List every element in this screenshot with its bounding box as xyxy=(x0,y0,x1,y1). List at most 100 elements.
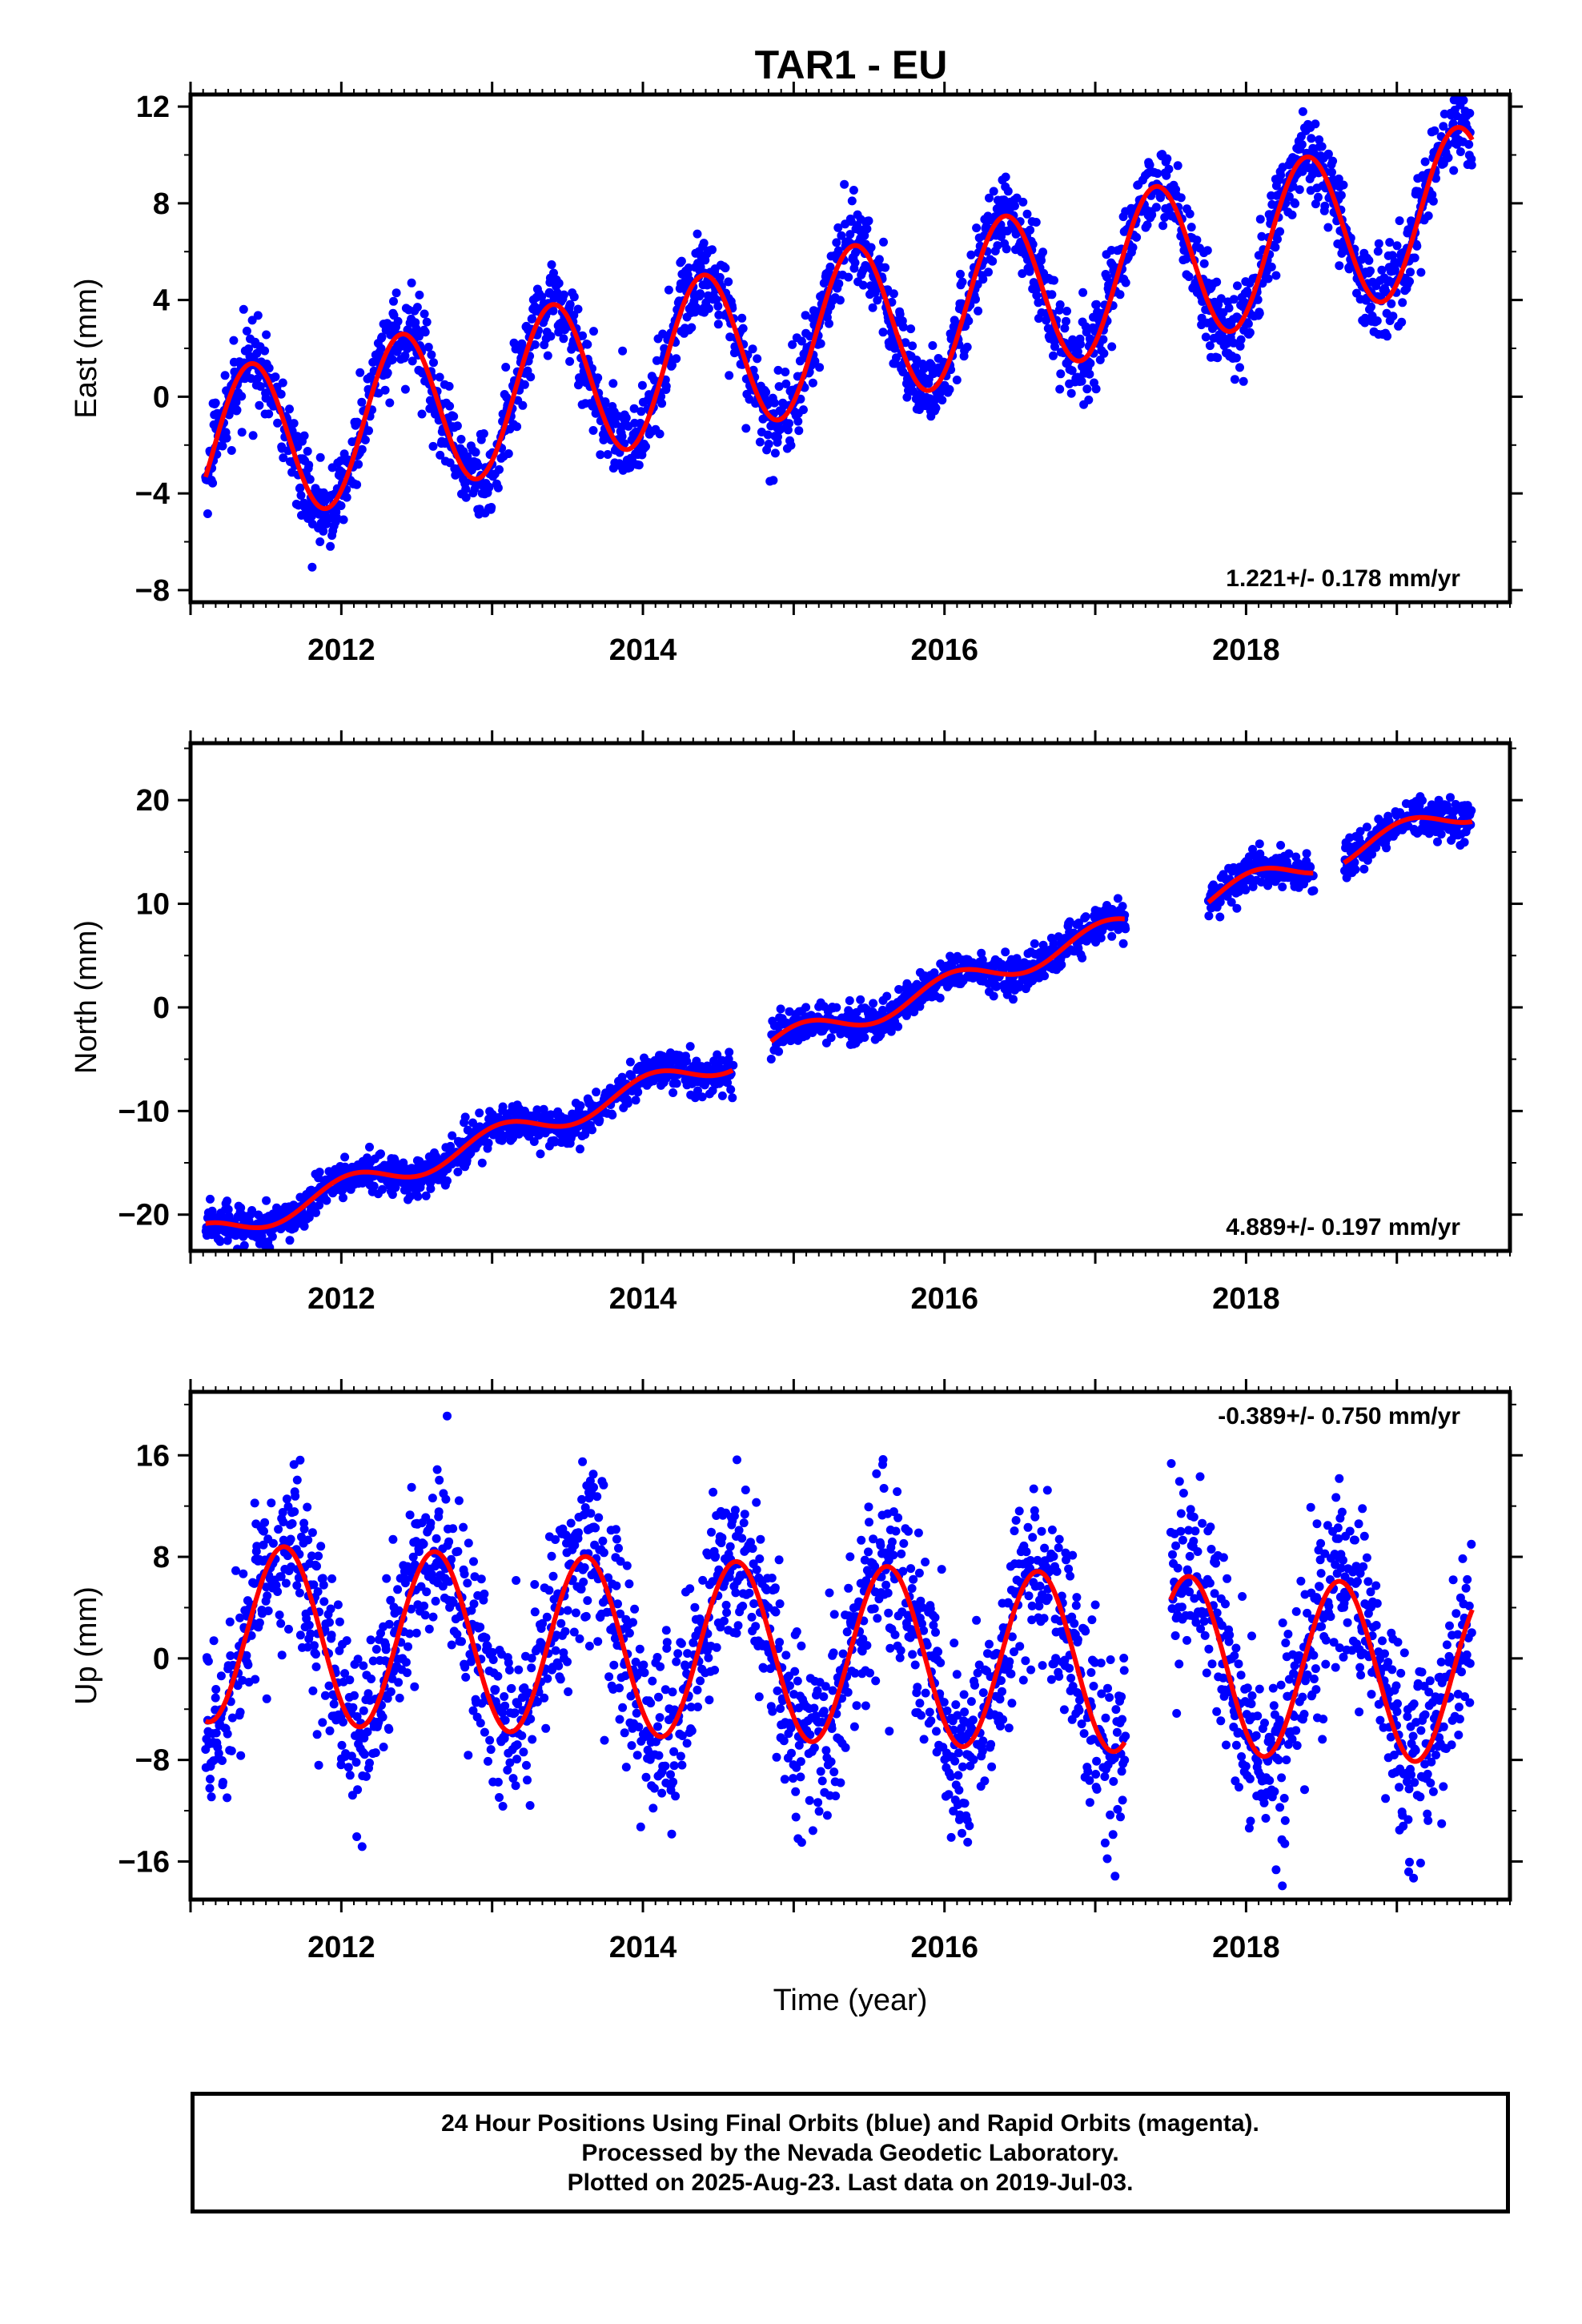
data-point xyxy=(833,223,843,232)
data-point xyxy=(989,187,998,196)
data-point xyxy=(565,356,575,366)
data-point xyxy=(285,1236,295,1245)
data-point xyxy=(1367,302,1375,312)
data-point xyxy=(717,1091,727,1100)
data-point xyxy=(1040,971,1050,981)
data-point xyxy=(935,993,945,1003)
data-point xyxy=(461,493,471,502)
data-point xyxy=(1091,384,1101,394)
data-point xyxy=(207,1792,216,1802)
data-point xyxy=(808,378,817,388)
data-point xyxy=(728,1093,737,1103)
data-point xyxy=(352,480,362,489)
data-point xyxy=(253,311,263,320)
data-point xyxy=(1406,267,1415,277)
data-point xyxy=(908,341,917,351)
data-point xyxy=(549,268,558,278)
data-point xyxy=(1276,171,1286,180)
data-point xyxy=(1199,259,1209,268)
data-point xyxy=(668,360,677,370)
data-point xyxy=(1185,209,1195,219)
y-tick-label: 0 xyxy=(153,380,170,414)
data-point xyxy=(797,336,806,346)
data-point xyxy=(223,1793,232,1803)
data-point xyxy=(354,460,363,469)
data-point xyxy=(413,1192,423,1201)
data-point xyxy=(426,1184,436,1193)
data-point xyxy=(672,354,681,364)
data-point xyxy=(693,229,702,239)
data-point xyxy=(724,277,733,287)
data-point xyxy=(893,1022,903,1031)
data-point xyxy=(656,392,666,401)
data-point xyxy=(1298,107,1307,116)
data-point xyxy=(781,368,790,376)
data-point xyxy=(239,1569,248,1578)
data-point xyxy=(844,272,853,282)
data-point xyxy=(1460,838,1469,847)
data-point xyxy=(408,356,417,366)
data-point xyxy=(1397,317,1407,327)
data-point xyxy=(250,1498,259,1508)
data-point xyxy=(1395,216,1404,226)
data-point xyxy=(319,526,328,536)
data-point xyxy=(840,179,849,189)
data-point xyxy=(1078,953,1087,963)
data-point xyxy=(227,446,236,455)
data-point xyxy=(1018,197,1028,207)
data-point xyxy=(985,193,994,203)
data-point xyxy=(1055,300,1065,309)
data-point xyxy=(374,388,383,398)
data-point xyxy=(407,278,416,287)
data-point xyxy=(311,1208,320,1217)
data-point xyxy=(453,1167,463,1176)
data-point xyxy=(901,338,910,348)
y-tick-label: 0 xyxy=(153,991,170,1025)
data-point xyxy=(1374,239,1383,248)
data-point xyxy=(477,1158,487,1168)
data-point xyxy=(1201,332,1211,342)
data-point xyxy=(588,426,598,435)
data-point xyxy=(376,344,386,353)
data-point xyxy=(1464,139,1474,149)
data-point xyxy=(971,295,980,304)
data-point xyxy=(864,216,873,226)
data-point xyxy=(355,368,365,377)
data-point xyxy=(255,382,265,391)
data-point xyxy=(984,267,993,277)
data-point xyxy=(919,364,929,373)
panel-east: −8 −4 0 4 8 12 2012 2014 2016 2018 East (mm) 1.221+… xyxy=(70,82,1523,667)
data-point xyxy=(1328,156,1338,166)
data-point xyxy=(428,441,438,451)
data-point xyxy=(391,288,401,298)
data-point xyxy=(815,363,825,372)
data-point xyxy=(1203,246,1212,255)
data-point xyxy=(1263,274,1273,283)
data-point xyxy=(618,346,628,356)
data-point xyxy=(1001,172,1010,182)
data-point xyxy=(244,344,253,353)
data-point xyxy=(699,239,709,248)
data-point xyxy=(1092,300,1102,309)
data-point xyxy=(461,485,471,494)
data-point xyxy=(1216,294,1226,304)
data-point xyxy=(588,1125,596,1135)
data-point xyxy=(1243,319,1253,328)
data-point xyxy=(1118,902,1127,911)
data-point xyxy=(715,272,725,282)
data-point xyxy=(1235,363,1244,372)
data-point xyxy=(1255,839,1264,849)
data-point xyxy=(436,450,445,460)
data-point xyxy=(658,329,668,339)
data-point xyxy=(634,460,644,470)
data-point xyxy=(1428,196,1438,206)
data-point xyxy=(1276,841,1286,850)
data-point xyxy=(1018,269,1027,279)
data-point xyxy=(1030,939,1039,948)
data-point xyxy=(773,432,782,441)
data-point xyxy=(799,405,808,415)
data-point xyxy=(655,429,665,439)
data-point xyxy=(1009,995,1018,1004)
data-point xyxy=(215,1236,225,1246)
data-point xyxy=(773,365,783,375)
